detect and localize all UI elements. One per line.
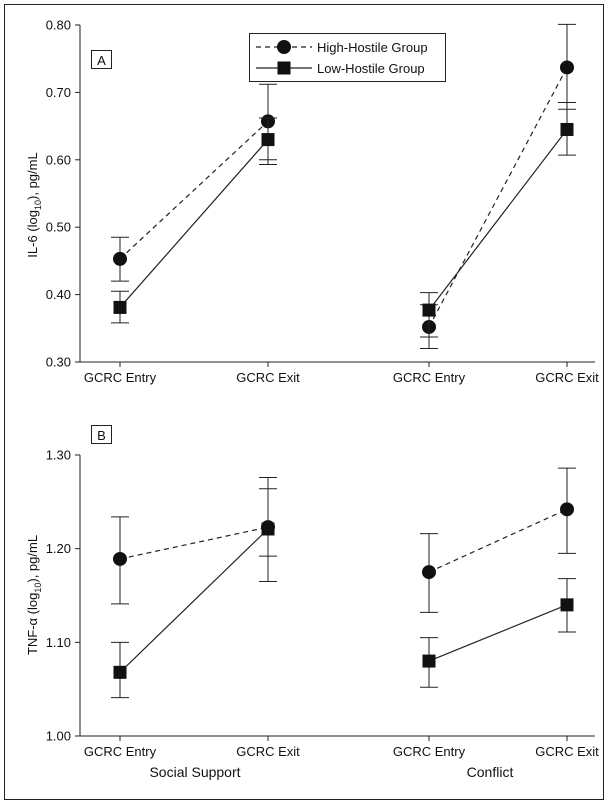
panel-b-label: B — [97, 428, 106, 443]
data-point-high-hostile — [422, 565, 436, 580]
group-label-conflict: Conflict — [467, 764, 514, 780]
series-line-high-hostile — [428, 67, 568, 328]
panel-b-ticks: 1.00 1.10 1.20 1.30 GCRC Entry GCRC Exit GCRC … — [46, 448, 599, 760]
figure-frame — [4, 4, 604, 800]
data-point-high-hostile — [560, 60, 574, 75]
panel-b-xtick-label: GCRC Exit — [535, 744, 599, 759]
panel-a: 0.30 0.40 0.50 0.60 0.70 0.80 GCRC Entry GCRC E… — [25, 18, 599, 386]
series-line-low-hostile — [119, 528, 269, 673]
panel-b-label-box — [91, 425, 112, 444]
panel-b-ytick-label: 1.00 — [46, 729, 71, 744]
data-point-high-hostile — [113, 551, 127, 566]
panel-a-series — [111, 23, 576, 350]
data-point-low-hostile — [422, 654, 436, 668]
panel-a-xtick-label: GCRC Entry — [84, 370, 157, 385]
panel-b-axes — [79, 455, 595, 737]
series-line-high-hostile — [119, 120, 269, 260]
data-point-low-hostile — [261, 522, 275, 536]
legend-label-high-hostile: High-Hostile Group — [317, 40, 428, 55]
panel-a-ylabel: IL-6 (log10), pg/mL — [25, 152, 43, 257]
panel-a-xtick-label: GCRC Entry — [393, 370, 466, 385]
data-point-low-hostile — [422, 303, 436, 317]
data-point-low-hostile — [113, 665, 127, 679]
data-point-low-hostile — [560, 598, 574, 612]
series-line-low-hostile — [428, 129, 568, 311]
panel-a-ytick-label: 0.30 — [46, 355, 71, 370]
series-line-high-hostile — [428, 508, 568, 573]
series-line-low-hostile — [119, 139, 269, 308]
legend-label-low-hostile: Low-Hostile Group — [317, 61, 425, 76]
panel-a-xtick-label: GCRC Exit — [236, 370, 300, 385]
panel-b-ytick-label: 1.30 — [46, 448, 71, 463]
data-point-high-hostile — [560, 502, 574, 517]
legend-marker-low-hostile — [277, 61, 291, 75]
panel-a-ytick-label: 0.80 — [46, 18, 71, 33]
data-point-low-hostile — [560, 122, 574, 136]
panel-b-ylabel: TNF-α (log10), pg/mL — [25, 535, 43, 655]
panel-b-ytick-label: 1.10 — [46, 635, 71, 650]
panel-b-series — [111, 467, 576, 699]
panel-b-ytick-label: 1.20 — [46, 541, 71, 556]
group-label-social-support: Social Support — [149, 764, 240, 780]
data-point-low-hostile — [113, 300, 127, 314]
panel-a-label-box — [91, 50, 112, 69]
series-line-low-hostile — [428, 604, 568, 662]
panel-a-xtick-label: GCRC Exit — [535, 370, 599, 385]
panel-b-xtick-label: GCRC Entry — [84, 744, 157, 759]
data-point-high-hostile — [113, 251, 127, 266]
panel-a-ytick-label: 0.50 — [46, 220, 71, 235]
series-line-high-hostile — [119, 526, 269, 560]
legend-marker-high-hostile — [277, 40, 291, 54]
panel-a-ytick-label: 0.70 — [46, 85, 71, 100]
panel-b-xtick-label: GCRC Exit — [236, 744, 300, 759]
legend: High-Hostile Group Low-Hostile Group — [249, 33, 446, 82]
panel-a-axes — [79, 25, 595, 363]
panel-b-xtick-label: GCRC Entry — [393, 744, 466, 759]
panel-a-label: A — [97, 53, 106, 68]
panel-b: 1.00 1.10 1.20 1.30 GCRC Entry GCRC Exit GCRC … — [25, 425, 599, 780]
panel-a-ticks: 0.30 0.40 0.50 0.60 0.70 0.80 GCRC Entry GCRC E… — [46, 18, 599, 386]
data-point-low-hostile — [261, 133, 275, 147]
panel-a-ytick-label: 0.40 — [46, 287, 71, 302]
panel-a-ytick-label: 0.60 — [46, 152, 71, 167]
